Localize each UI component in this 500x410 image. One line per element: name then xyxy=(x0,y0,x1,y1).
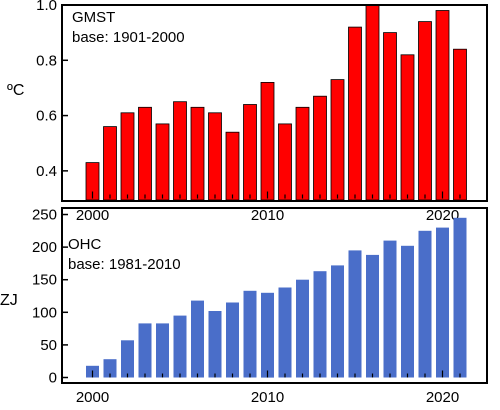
x-tick-label: 2020 xyxy=(426,207,459,224)
x-tick-label: 2010 xyxy=(251,389,284,406)
bar-2020 xyxy=(436,227,449,378)
gmst-y-ticks: 0.4 0.6 0.8 1.0 xyxy=(36,0,68,180)
bar-2004 xyxy=(155,123,170,201)
bar-2012 xyxy=(296,279,309,378)
bar-2019 xyxy=(418,230,432,378)
bar-2007 xyxy=(208,311,222,378)
bar-2021 xyxy=(453,217,467,378)
bar-2017 xyxy=(383,32,397,201)
bar-2009 xyxy=(243,104,257,201)
y-tick-label: 0.4 xyxy=(36,163,57,180)
ohc-y-unit: ZJ xyxy=(0,292,18,309)
bar-2001 xyxy=(103,359,117,378)
bar-2019 xyxy=(418,21,432,201)
gmst-x-ticks: 2000 2010 2020 xyxy=(76,191,461,224)
bar-2005 xyxy=(173,315,187,378)
ohc-base-period: base: 1981-2010 xyxy=(68,256,181,273)
y-tick-label: 50 xyxy=(40,337,57,354)
bar-2009 xyxy=(243,290,257,378)
bar-2011 xyxy=(278,123,292,201)
bar-2013 xyxy=(313,95,327,201)
bar-2014 xyxy=(330,79,345,201)
gmst-bars xyxy=(85,4,467,201)
bar-2015 xyxy=(348,250,362,378)
bar-2016 xyxy=(366,254,379,378)
bar-2017 xyxy=(383,240,397,378)
bar-2021 xyxy=(453,48,467,201)
gmst-base-period: base: 1901-2000 xyxy=(72,29,185,46)
bar-2014 xyxy=(331,265,344,378)
x-tick-label: 2020 xyxy=(426,389,459,406)
y-tick-label: 100 xyxy=(32,304,57,321)
ohc-x-ticks: 2000 2010 2020 xyxy=(76,370,461,406)
bar-2011 xyxy=(278,287,292,378)
gmst-panel: 0.4 0.6 0.8 1.0 2000 2010 2020 GMST base: 190… xyxy=(7,0,488,224)
ohc-bars xyxy=(86,217,467,378)
bar-2002 xyxy=(120,112,135,201)
gmst-frame xyxy=(61,4,488,202)
x-tick-label: 2000 xyxy=(76,207,109,224)
bar-2003 xyxy=(138,323,152,378)
bar-2012 xyxy=(295,106,310,201)
ohc-frame xyxy=(61,207,488,384)
gmst-label: GMST xyxy=(72,9,115,26)
bar-2018 xyxy=(401,245,414,378)
bar-2006 xyxy=(191,300,204,378)
bar-2016 xyxy=(365,4,380,201)
y-tick-label: 150 xyxy=(32,272,57,289)
y-tick-label: 200 xyxy=(32,239,57,256)
ohc-panel: 0 50 100 150 200 250 2000 2010 2020 OHC base: 1… xyxy=(0,207,488,406)
bar-2007 xyxy=(208,112,222,201)
bar-2008 xyxy=(225,131,240,201)
bar-2020 xyxy=(435,10,450,201)
y-tick-label: 0 xyxy=(49,370,57,387)
x-tick-label: 2000 xyxy=(76,389,109,406)
bar-2010 xyxy=(260,82,275,201)
bar-2004 xyxy=(156,323,169,378)
bar-2002 xyxy=(121,340,134,378)
ohc-label: OHC xyxy=(68,236,102,253)
bar-2001 xyxy=(103,126,117,201)
bar-2006 xyxy=(190,106,205,201)
bar-2005 xyxy=(173,101,187,201)
y-tick-label: 250 xyxy=(32,207,57,224)
y-tick-label: 1.0 xyxy=(36,0,57,14)
bar-2003 xyxy=(138,106,152,201)
y-tick-label: 0.8 xyxy=(36,52,57,69)
bar-2010 xyxy=(261,292,274,378)
gmst-y-unit: ºC xyxy=(7,82,24,99)
x-tick-label: 2010 xyxy=(251,207,284,224)
bar-2018 xyxy=(400,54,415,201)
bar-2015 xyxy=(348,26,362,201)
ohc-y-ticks: 0 50 100 150 200 250 xyxy=(32,207,68,387)
y-tick-label: 0.6 xyxy=(36,108,57,125)
bar-2008 xyxy=(226,302,239,378)
bar-2013 xyxy=(313,271,327,378)
